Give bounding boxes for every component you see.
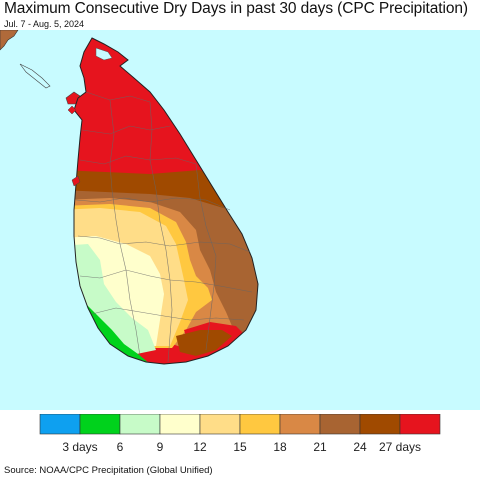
island-outline [73,37,259,365]
legend-swatch [39,414,81,435]
legend-label: 18 [273,440,287,454]
legend-label: 21 [313,440,327,454]
island-fragment [67,105,77,115]
island-fragment [71,175,81,187]
legend-label: 9 [157,440,164,454]
source-credit: Source: NOAA/CPC Precipitation (Global U… [4,465,213,476]
jaffna-lagoon [95,47,113,61]
legend-swatch [199,414,241,435]
legend-label: 3 days [62,440,97,454]
color-legend: 3 days 6 9 12 15 18 21 24 27 days [39,414,441,454]
legend-label: 15 [233,440,247,454]
legend-swatch [279,414,321,435]
district-boundaries [75,91,253,363]
adams-bridge [19,63,51,89]
ocean [0,30,480,410]
india-mainland [0,30,19,51]
sri-lanka-map [0,30,480,410]
legend-swatch [239,414,281,435]
legend-swatch [319,414,361,435]
legend-swatch [119,414,161,435]
legend-swatch [359,414,401,435]
legend-label: 6 [117,440,124,454]
legend-swatch [159,414,201,435]
map-title: Maximum Consecutive Dry Days in past 30 … [4,0,468,17]
legend-label: 24 [353,440,367,454]
date-range: Jul. 7 - Aug. 5, 2024 [4,19,85,29]
legend-swatch [399,414,441,435]
zone-south-24 [176,330,232,356]
legend-swatch [79,414,121,435]
legend-label: 27 days [379,440,421,454]
legend-label: 12 [193,440,207,454]
